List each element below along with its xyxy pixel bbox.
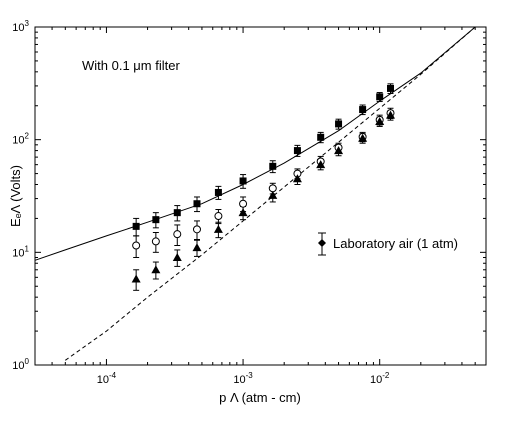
square-marker (239, 177, 247, 185)
triangle-marker (316, 160, 326, 169)
triangle-marker (151, 265, 161, 274)
plot-frame (34, 26, 487, 366)
x-axis-label: p Λ (atm - cm) (219, 390, 301, 405)
circle-marker (132, 241, 141, 250)
circle-marker (239, 199, 248, 208)
triangle-marker (238, 208, 248, 217)
square-marker (317, 133, 325, 141)
x-tick-labels: 10-4 10-3 10-2 (97, 371, 390, 386)
x-tick-label: 10-3 (233, 371, 253, 386)
square-marker (173, 209, 181, 217)
y-tick-labels: 100 101 102 103 (12, 19, 29, 372)
square-marker (387, 84, 395, 92)
square-marker (293, 147, 301, 155)
triangle-marker (358, 133, 368, 142)
fit-curves (34, 26, 476, 361)
square-marker (359, 106, 367, 114)
triangle-marker (131, 274, 141, 283)
square-marker (269, 162, 277, 170)
square-marker (152, 216, 160, 224)
triangle-marker (192, 243, 202, 252)
circle-marker (268, 184, 277, 193)
x-tick-label: 10-2 (370, 371, 390, 386)
legend-diamond-marker (318, 239, 326, 247)
annotation: With 0.1 μm filter (82, 58, 180, 73)
data-markers (131, 84, 396, 283)
error-bars (133, 83, 394, 291)
square-marker (193, 200, 201, 208)
circle-marker (214, 212, 223, 221)
square-marker (132, 222, 140, 230)
square-marker (335, 120, 343, 128)
y-tick-label: 103 (12, 19, 29, 34)
triangle-marker (386, 110, 396, 119)
circle-marker (173, 230, 182, 239)
triangle-marker (334, 146, 344, 155)
y-axis-label: EₑΛ (Volts) (8, 165, 23, 227)
square-marker (376, 93, 384, 101)
circle-marker (192, 225, 201, 234)
circle-marker (151, 237, 160, 246)
triangle-marker (268, 190, 278, 199)
triangle-marker (375, 116, 385, 125)
dashed-curve (65, 26, 476, 361)
legend: Laboratory air (1 atm) (318, 232, 458, 256)
triangle-marker (292, 174, 302, 183)
y-tick-label: 102 (12, 132, 29, 147)
triangle-marker (172, 252, 182, 261)
x-tick-label: 10-4 (97, 371, 117, 386)
triangle-marker (213, 224, 223, 233)
square-marker (214, 188, 222, 196)
legend-label: Laboratory air (1 atm) (333, 236, 458, 251)
axis-ticks (34, 26, 487, 366)
y-tick-label: 100 (12, 357, 29, 372)
y-tick-label: 101 (12, 244, 29, 259)
